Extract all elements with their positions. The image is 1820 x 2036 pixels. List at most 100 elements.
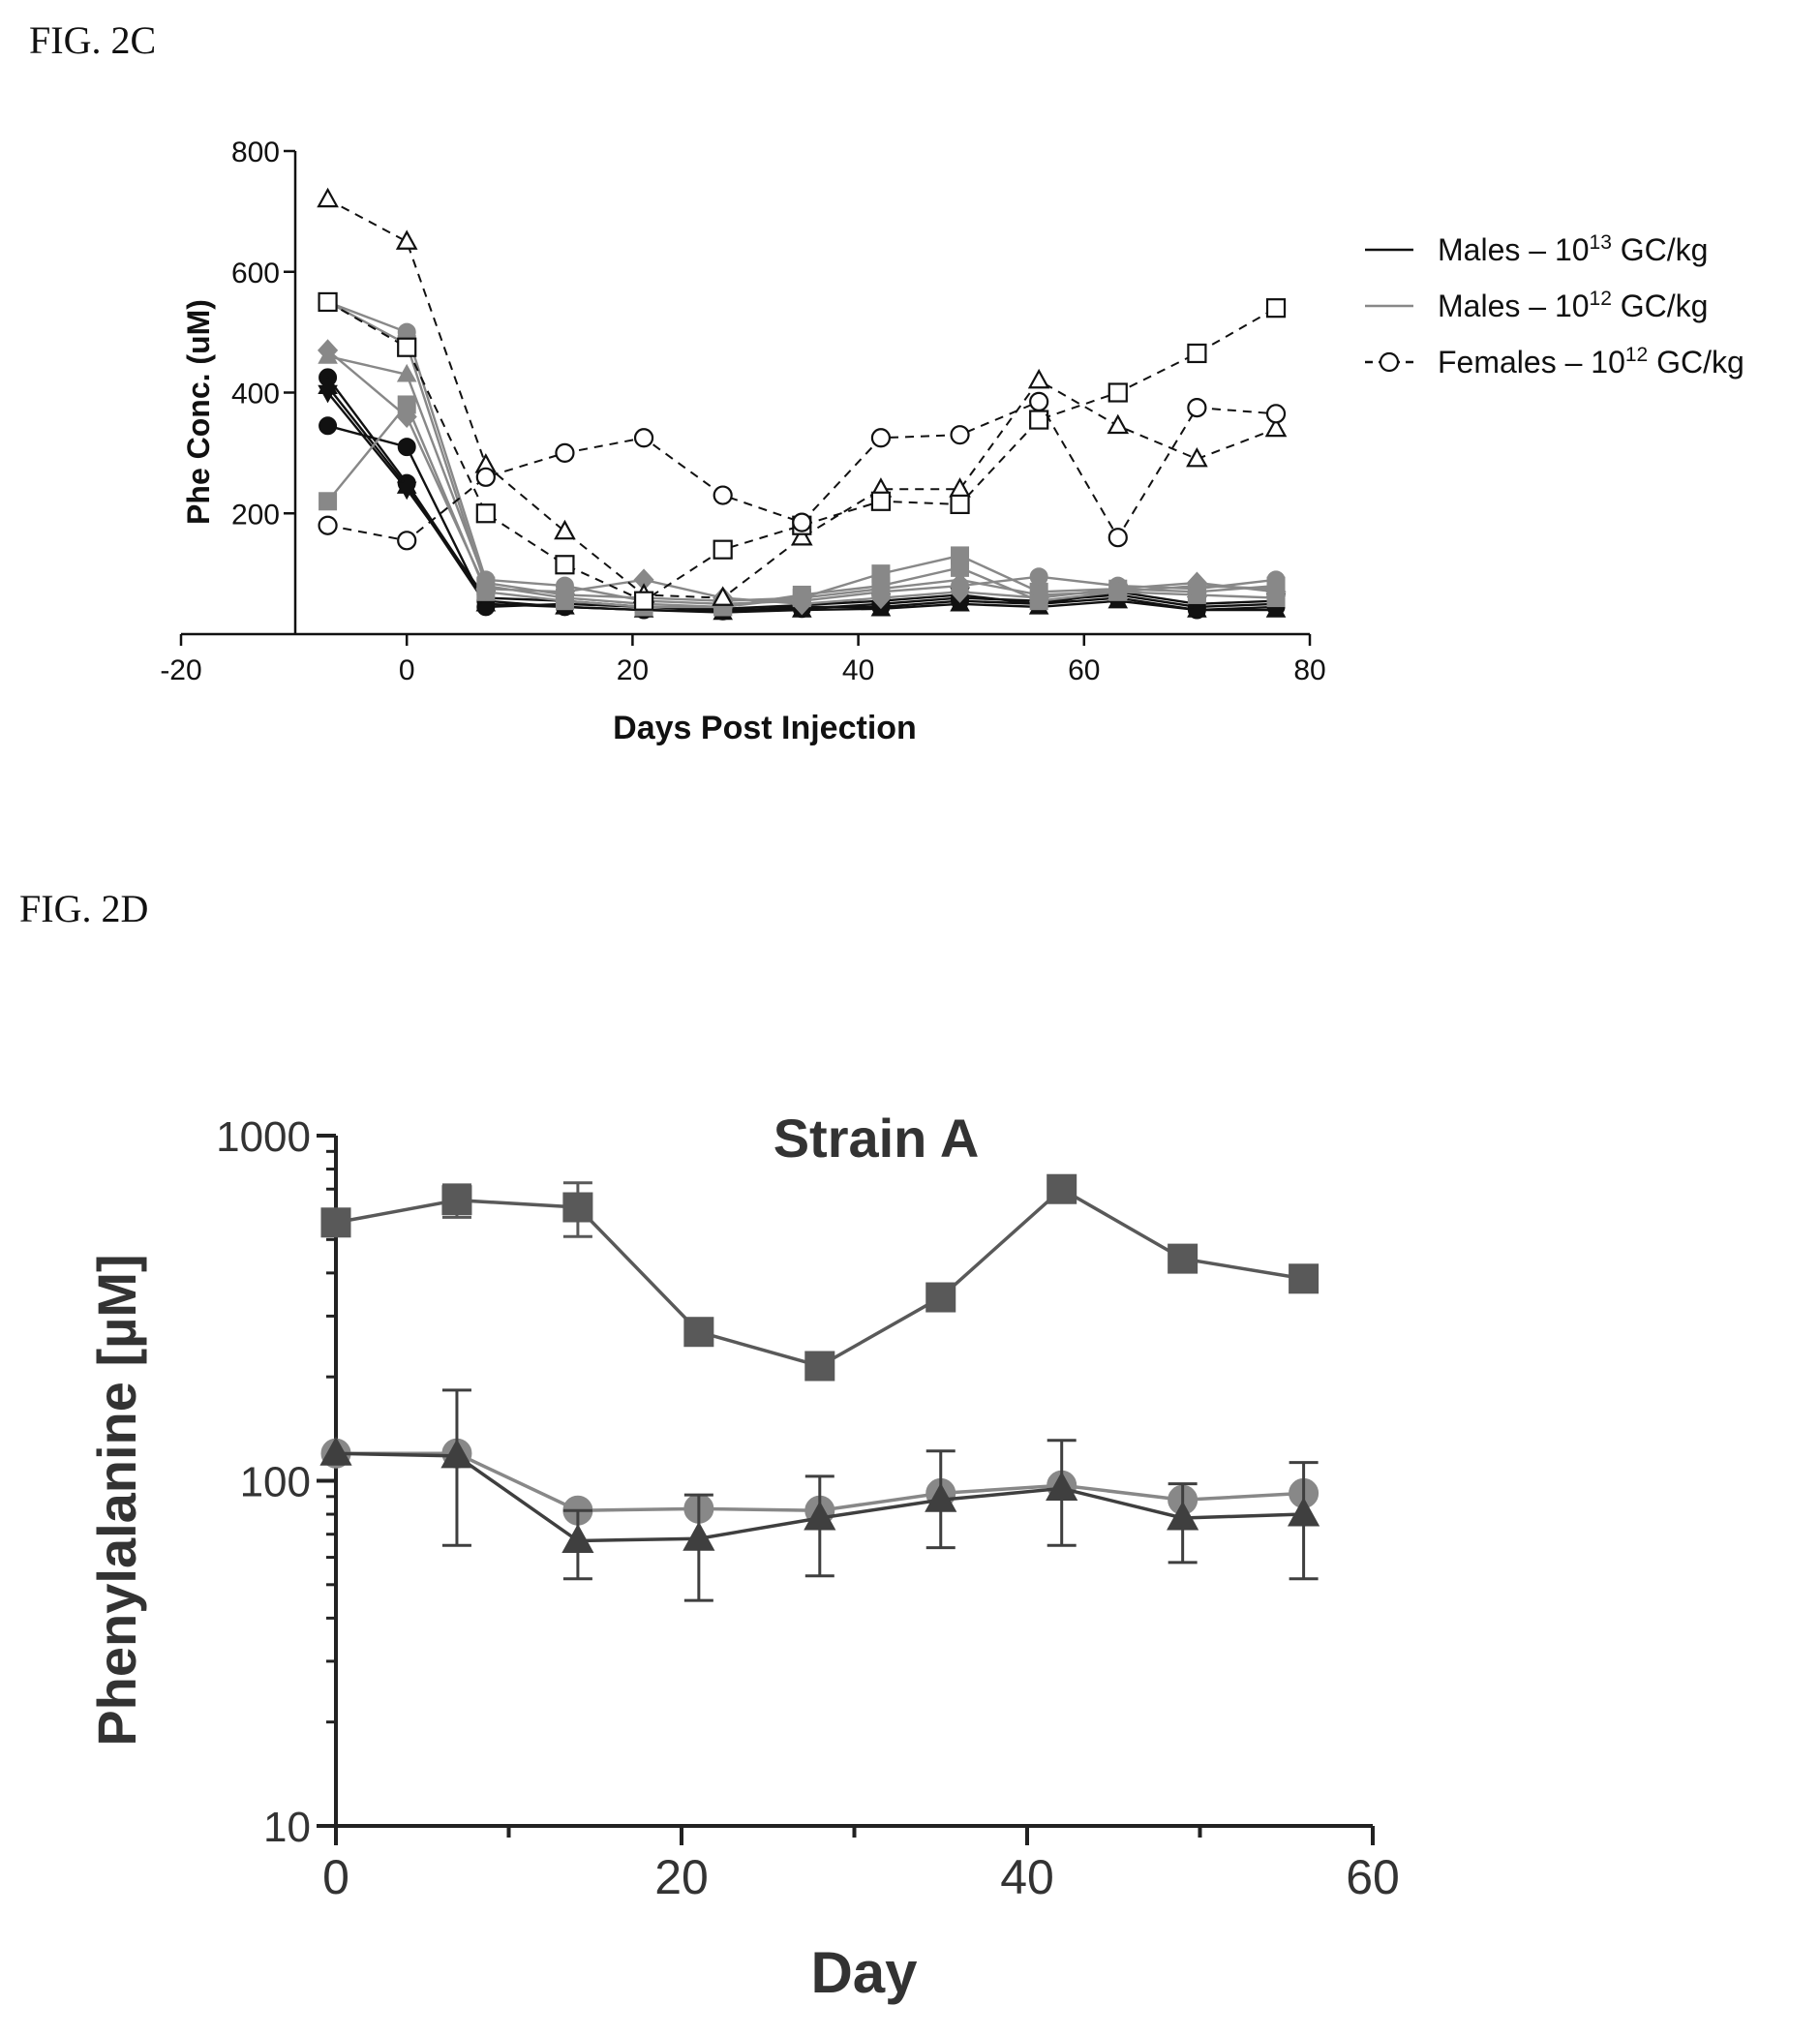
- series-triangle: [319, 1388, 1320, 1602]
- data-point: [1168, 1243, 1198, 1274]
- data-point: [561, 1523, 594, 1554]
- data-point: [397, 531, 417, 551]
- data-point: [318, 346, 338, 364]
- data-point: [1167, 1501, 1199, 1531]
- x-tick-label: 40: [1000, 1850, 1054, 1904]
- data-point: [395, 229, 418, 250]
- figure-2c-label: FIG. 2C: [29, 18, 157, 62]
- data-point: [1187, 397, 1207, 418]
- x-tick-label: 80: [1293, 654, 1325, 686]
- data-point: [1046, 1173, 1077, 1204]
- y-axis-label: Phenylalanine [µM]: [86, 1254, 147, 1746]
- data-point: [804, 1501, 836, 1531]
- data-point: [1107, 413, 1130, 435]
- x-tick-label: 60: [1068, 654, 1100, 686]
- legend-exponent: 12: [1590, 288, 1612, 310]
- series-females_12-10: [318, 291, 1287, 611]
- data-point: [320, 1207, 351, 1238]
- data-point: [396, 363, 417, 382]
- data-point: [1265, 599, 1287, 618]
- data-point: [318, 376, 338, 394]
- data-point: [713, 485, 733, 505]
- x-tick-label: 0: [399, 654, 415, 686]
- legend-prefix: Males – 10: [1438, 232, 1590, 267]
- data-point: [554, 519, 576, 540]
- data-point: [870, 491, 892, 511]
- data-point: [1107, 581, 1129, 600]
- y-tick-label: 200: [231, 499, 280, 531]
- data-point: [562, 1192, 593, 1223]
- x-tick-label: 20: [617, 654, 649, 686]
- data-point: [1027, 368, 1050, 389]
- legend-prefix: Males – 10: [1438, 289, 1590, 323]
- y-tick-label: 10: [263, 1804, 311, 1851]
- x-axis-label: Day: [810, 1940, 918, 2005]
- data-point: [870, 428, 892, 448]
- data-point: [318, 515, 338, 535]
- data-point: [475, 467, 496, 487]
- x-tick-label: -20: [160, 654, 201, 686]
- data-point: [633, 428, 654, 448]
- data-point: [475, 572, 497, 591]
- y-tick-label: 400: [231, 379, 280, 410]
- data-point: [396, 475, 417, 494]
- legend-marker: [1379, 351, 1400, 373]
- data-point: [1107, 382, 1128, 403]
- data-point: [1265, 578, 1287, 596]
- data-point: [397, 438, 416, 457]
- data-point: [1107, 528, 1128, 548]
- data-point: [397, 337, 417, 357]
- data-point: [790, 526, 813, 546]
- data-point: [440, 1439, 473, 1469]
- series-females_12-11: [318, 391, 1287, 551]
- data-point: [1028, 584, 1049, 603]
- data-point: [1186, 446, 1208, 468]
- data-point: [1046, 1471, 1078, 1501]
- legend-prefix: Females – 10: [1438, 345, 1625, 380]
- x-axis-label: Days Post Injection: [613, 710, 917, 746]
- data-point: [804, 1351, 835, 1382]
- data-point: [396, 405, 417, 428]
- series-line: [335, 1187, 1304, 1368]
- data-point: [950, 494, 970, 514]
- data-point: [682, 1521, 715, 1551]
- data-point: [1187, 343, 1207, 364]
- legend-label: Males – 1012 GC/kg: [1438, 288, 1708, 323]
- data-point: [950, 568, 970, 588]
- data-point: [318, 291, 338, 313]
- data-point: [555, 555, 575, 575]
- data-point: [318, 416, 338, 436]
- data-point: [1289, 1263, 1320, 1294]
- data-point: [1187, 575, 1207, 593]
- series-females_12-9: [317, 187, 1288, 606]
- legend-exponent: 12: [1625, 344, 1648, 366]
- legend-label: Males – 1013 GC/kg: [1438, 231, 1708, 267]
- legend-suffix: GC/kg: [1612, 232, 1709, 267]
- legend-suffix: GC/kg: [1648, 345, 1744, 380]
- y-tick-label: 1000: [216, 1113, 311, 1161]
- data-point: [1264, 416, 1288, 438]
- data-point: [792, 587, 812, 606]
- data-point: [318, 492, 338, 511]
- data-point: [1187, 599, 1207, 618]
- data-point: [925, 1482, 957, 1512]
- data-point: [633, 591, 654, 611]
- legend-exponent: 13: [1590, 231, 1612, 254]
- data-point: [1288, 1497, 1320, 1527]
- data-point: [683, 1317, 714, 1348]
- data-point: [319, 1436, 352, 1466]
- chart-title: Strain A: [774, 1108, 980, 1169]
- data-point: [441, 1185, 472, 1216]
- data-point: [713, 539, 733, 560]
- data-point: [950, 425, 970, 445]
- y-tick-label: 100: [240, 1459, 311, 1506]
- series-square: [320, 1173, 1320, 1382]
- data-point: [555, 584, 575, 603]
- x-tick-label: 20: [654, 1850, 709, 1904]
- x-tick-label: 40: [842, 654, 874, 686]
- data-point: [1265, 404, 1287, 424]
- chart-2c: -20 0 20 40 60 80 200 400 600 800 Days Post Inject…: [160, 137, 1744, 746]
- data-point: [712, 586, 734, 606]
- data-point: [317, 187, 339, 208]
